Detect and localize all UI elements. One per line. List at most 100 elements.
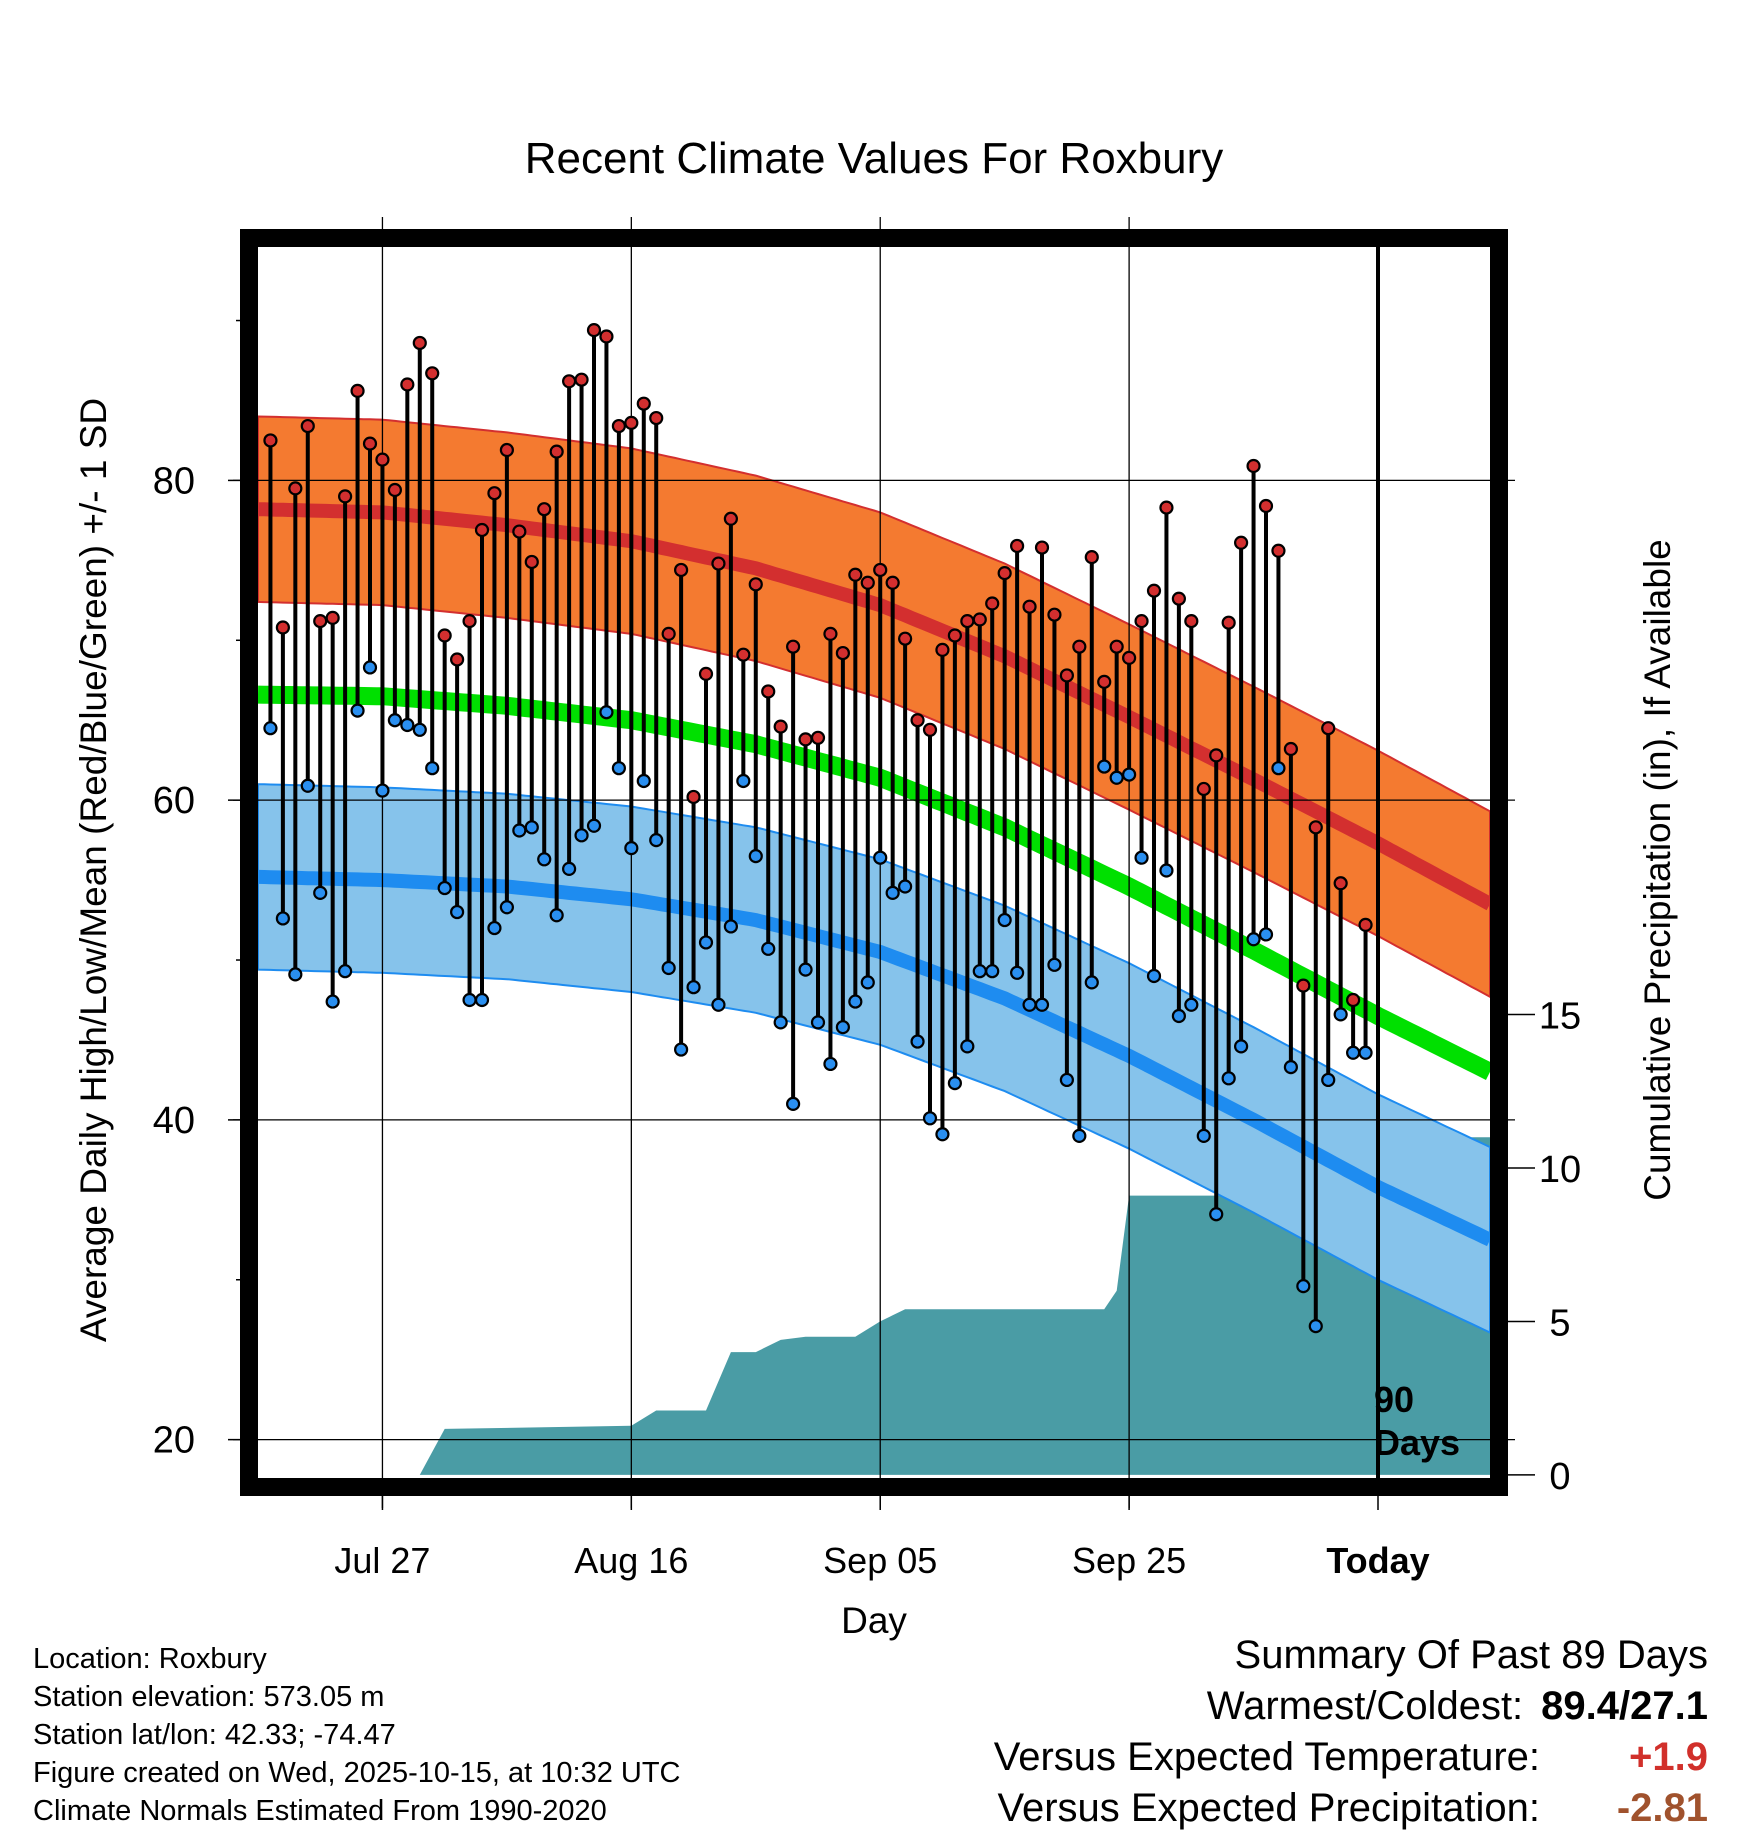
daily-data [263,323,1373,1334]
daily-low-dot [425,761,440,776]
daily-high-dot [885,575,900,590]
daily-high-dot [860,575,875,590]
x-tick-label: Sep 25 [1072,1540,1186,1581]
summary-warmest-coldest: Warmest/Coldest: 89.4/27.1 [994,1681,1708,1732]
axes: 20 40 60 80 0 5 10 15 Jul 27 Aug 16 Sep 05 Sep 25 To… [153,229,1581,1581]
latlon-text: Station lat/lon: 42.33; -74.47 [33,1719,396,1751]
daily-high-dot [1184,613,1199,629]
daily-low-dot [549,908,564,923]
temperature-label: Versus Expected Temperature: [993,1735,1540,1779]
daily-high-dot [362,436,378,451]
daily-high-dot [288,481,303,496]
daily-low-dot [698,935,714,950]
x-tick-label: Sep 05 [823,1540,937,1581]
daily-low-dot [1271,761,1286,776]
daily-high-dot [437,628,452,643]
daily-high-dot [723,511,738,526]
daily-low-dot [1034,997,1050,1012]
chart-title: Recent Climate Values For Roxbury [525,134,1224,183]
daily-low-dot [437,880,452,896]
daily-low-dot [474,992,490,1008]
daily-high-dot [338,489,353,504]
daily-high-dot [549,444,564,459]
daily-high-dot [1346,992,1361,1008]
daily-high-dot [350,383,365,398]
daily-low-dot [736,773,751,789]
daily-low-dot [599,705,614,720]
daily-low-dot [537,852,552,867]
x-tick-label: Jul 27 [334,1540,430,1581]
daily-low-dot [1209,1207,1224,1222]
daily-high-dot [263,433,278,448]
temperature-value: +1.9 [1629,1735,1708,1779]
warmest-coldest-label: Warmest/Coldest: [1206,1684,1524,1728]
daily-high-dot [1059,668,1074,683]
daily-low-dot [686,980,701,995]
daily-low-dot [1084,975,1099,990]
daily-low-dot [1346,1045,1361,1060]
y-axis-label: Average Daily High/Low/Mean (Red/Blue/Gr… [73,398,114,1342]
daily-low-dot [748,849,763,864]
daily-high-dot [810,730,826,745]
summary-heading: Summary Of Past 89 Days [1234,1633,1708,1677]
daily-low-dot [487,920,502,936]
daily-low-dot [400,717,415,733]
daily-high-dot [748,577,763,592]
summary-temperature: Versus Expected Temperature: +1.9 [994,1732,1708,1783]
daily-low-dot [325,994,340,1009]
daily-high-dot [499,442,514,458]
daily-high-dot [1234,535,1249,550]
daily-high-dot [375,452,390,467]
daily-high-dot [1034,540,1050,555]
daily-high-dot [698,666,714,681]
plot-frame [240,229,1508,1496]
daily-high-dot [1283,741,1298,757]
daily-low-dot [450,904,465,920]
daily-low-dot [1196,1128,1211,1143]
daily-low-dot [898,879,913,894]
daily-high-dot [412,335,427,351]
daily-low-dot [910,1034,925,1049]
y-tick-label: 60 [153,780,195,822]
daily-high-dot [1084,550,1099,565]
daily-low-dot [338,964,353,979]
daily-low-dot [711,997,726,1012]
daily-high-dot [1196,781,1211,797]
daily-low-dot [674,1042,689,1057]
daily-high-dot [1308,820,1323,835]
daily-low-dot [960,1039,975,1054]
summary-precipitation: Versus Expected Precipitation: -2.81 [994,1783,1708,1834]
daily-high-dot [487,486,502,501]
daily-high-dot [325,610,340,625]
daily-high-dot [1321,721,1336,736]
daily-high-dot [1171,591,1186,606]
daily-high-dot [823,626,838,641]
daily-low-dot [773,1015,788,1030]
y-tick-label: 20 [153,1420,195,1462]
daily-low-dot [1333,1007,1348,1022]
x-tick-label: Aug 16 [574,1540,688,1581]
daily-low-dot [761,941,776,956]
precipitation-value: -2.81 [1616,1786,1708,1830]
daily-high-dot [1246,458,1261,474]
daily-high-dot [1271,543,1286,558]
daily-high-dot [835,645,850,661]
today-label-days-word: Days [1374,1422,1460,1463]
daily-high-dot [798,732,813,747]
y-tick-label: 80 [153,460,195,502]
daily-low-dot [586,818,602,833]
daily-low-dot [263,721,278,736]
daily-low-dot [1109,770,1124,785]
daily-low-dot [462,992,477,1008]
daily-low-dot [860,975,875,990]
daily-high-dot [1221,615,1236,630]
daily-low-dot [362,660,378,675]
x-axis-label: Day [841,1600,907,1641]
daily-high-dot [1022,599,1037,614]
location-text: Location: Roxbury [33,1643,267,1675]
y2-tick-label: 5 [1549,1302,1570,1344]
daily-high-dot [786,639,801,654]
daily-high-dot [1010,538,1025,554]
daily-low-dot [499,900,514,915]
